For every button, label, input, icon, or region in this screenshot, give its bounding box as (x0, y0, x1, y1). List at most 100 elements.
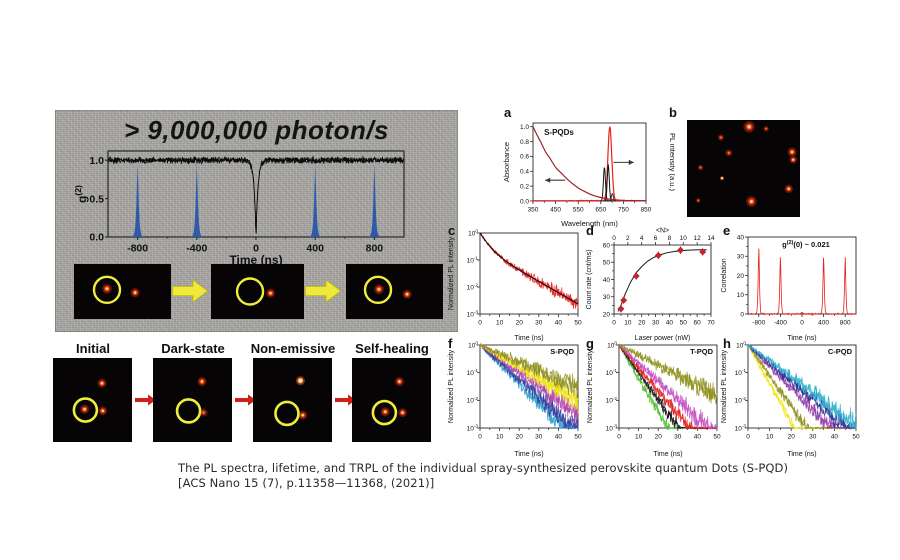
svg-text:30: 30 (535, 320, 543, 327)
svg-text:Time (ns): Time (ns) (787, 451, 816, 458)
svg-text:0.5: 0.5 (89, 193, 104, 205)
microscopy-frame-1-image (92, 275, 140, 305)
svg-text:100: 100 (736, 341, 746, 350)
svg-text:0.2: 0.2 (520, 183, 529, 190)
panel-label-d: d (586, 223, 594, 238)
sequence-frame-2 (153, 358, 232, 442)
svg-text:0: 0 (478, 434, 482, 441)
microscopy-frame-1 (74, 264, 171, 319)
svg-text:800: 800 (366, 243, 384, 255)
panel-label-e: e (723, 223, 731, 238)
svg-text:0: 0 (746, 434, 750, 441)
chart-g-trpl-tpqd: 0 10 20 30 40 50 100 10-1 10-2 10-3 Time (ns) Norma… (587, 341, 721, 458)
svg-text:0.8: 0.8 (520, 139, 529, 146)
yellow-arrow-icon (172, 278, 209, 304)
svg-text:100: 100 (468, 341, 478, 350)
svg-text:10-2: 10-2 (735, 396, 747, 405)
svg-text:10-3: 10-3 (735, 424, 747, 433)
svg-text:20: 20 (638, 320, 646, 327)
svg-text:100: 100 (468, 229, 478, 238)
chart-c-lifetime: 0 10 20 30 40 50 100 10-1 10-2 10-3 Time (ns) Norma… (448, 229, 582, 342)
svg-text:40: 40 (831, 434, 839, 441)
svg-text:30: 30 (535, 434, 543, 441)
svg-text:10: 10 (737, 292, 745, 299)
chart-a-spectra: 350 450 550 650 750 850 0.0 0.2 0.4 0.6 0.8 1.0 Wave… (502, 122, 675, 228)
sequence-frame-3-image (274, 376, 308, 427)
svg-text:PL intensity (a.u.): PL intensity (a.u.) (668, 133, 675, 192)
sequence-frame-1 (53, 358, 132, 442)
svg-text:20: 20 (516, 434, 524, 441)
svg-text:10: 10 (635, 434, 643, 441)
svg-text:20: 20 (655, 434, 663, 441)
svg-text:20: 20 (737, 273, 745, 280)
svg-text:Wavelength (nm): Wavelength (nm) (561, 219, 618, 228)
svg-text:10-1: 10-1 (467, 256, 479, 265)
svg-text:0: 0 (478, 320, 482, 327)
svg-text:Normalized PL intensity: Normalized PL intensity (448, 236, 455, 310)
sequence-frame-3 (253, 358, 332, 442)
sequence-frame-4-image (371, 376, 407, 426)
svg-text:40: 40 (555, 320, 563, 327)
svg-text:10-2: 10-2 (606, 396, 618, 405)
svg-text:-400: -400 (774, 320, 787, 327)
caption-line-1: The PL spectra, lifetime, and TRPL of th… (178, 461, 789, 475)
svg-text:10: 10 (624, 320, 632, 327)
svg-text:0.0: 0.0 (520, 198, 529, 205)
svg-text:30: 30 (652, 320, 660, 327)
svg-text:Count rate (cnt/ms): Count rate (cnt/ms) (586, 250, 593, 310)
svg-text:Time (ns): Time (ns) (514, 335, 543, 342)
svg-text:50: 50 (603, 260, 611, 267)
svg-text:30: 30 (809, 434, 817, 441)
svg-text:20: 20 (516, 320, 524, 327)
svg-text:Time (ns): Time (ns) (787, 335, 816, 342)
sequence-label-self-healing: Self-healing (355, 341, 429, 356)
svg-text:30: 30 (603, 294, 611, 301)
svg-text:30: 30 (737, 254, 745, 261)
svg-text:50: 50 (574, 320, 582, 327)
svg-text:g(2): g(2) (73, 185, 89, 203)
microscopy-frame-3 (346, 264, 443, 319)
red-arrow-shape (135, 394, 156, 406)
figure-caption: The PL spectra, lifetime, and TRPL of th… (178, 461, 838, 490)
svg-text:Correlation: Correlation (721, 258, 728, 292)
svg-text:6: 6 (654, 235, 658, 242)
svg-text:2: 2 (626, 235, 630, 242)
sequence-label-dark-state: Dark-state (161, 341, 225, 356)
svg-text:10: 10 (680, 235, 688, 242)
svg-text:400: 400 (306, 243, 324, 255)
svg-text:400: 400 (818, 320, 829, 327)
svg-text:0: 0 (612, 235, 616, 242)
svg-text:0: 0 (740, 311, 744, 318)
svg-text:4: 4 (640, 235, 644, 242)
panel-label-b: b (669, 105, 677, 120)
red-arrow-icon (135, 394, 156, 406)
g2-blinking-chart: -800 -400 0 400 800 0.0 0.5 1.0 Time (ns) g(2) (73, 150, 405, 267)
svg-text:0: 0 (253, 243, 259, 255)
svg-text:50: 50 (852, 434, 860, 441)
chart-e-correlation: -800 -400 0 400 800 0 10 20 30 40 Time (ns) Correla… (721, 234, 857, 342)
svg-text:20: 20 (603, 311, 611, 318)
svg-text:0.0: 0.0 (89, 232, 104, 244)
chart-f-trpl-spqd: 0 10 20 30 40 50 100 10-1 10-2 10-3 Time (ns) Norma… (448, 341, 582, 458)
svg-text:650: 650 (595, 207, 606, 214)
photon-rate-title: > 9,000,000 photon/s (123, 115, 390, 145)
svg-text:750: 750 (618, 207, 629, 214)
chart-b-image-box (687, 120, 800, 217)
svg-text:<N>: <N> (656, 228, 669, 235)
svg-text:8: 8 (668, 235, 672, 242)
svg-text:0: 0 (800, 320, 804, 327)
microscopy-frame-3-image (363, 275, 412, 305)
svg-text:S-PQD: S-PQD (550, 347, 574, 356)
svg-text:40: 40 (555, 434, 563, 441)
svg-text:350: 350 (528, 207, 539, 214)
svg-text:10: 10 (496, 434, 504, 441)
yellow-arrow-shape (172, 278, 209, 304)
svg-text:30: 30 (674, 434, 682, 441)
svg-text:100: 100 (607, 341, 617, 350)
svg-text:Absorbance: Absorbance (502, 142, 511, 182)
panel-label-g: g (586, 336, 594, 351)
svg-text:800: 800 (840, 320, 851, 327)
svg-text:S-PQDs: S-PQDs (544, 128, 574, 137)
